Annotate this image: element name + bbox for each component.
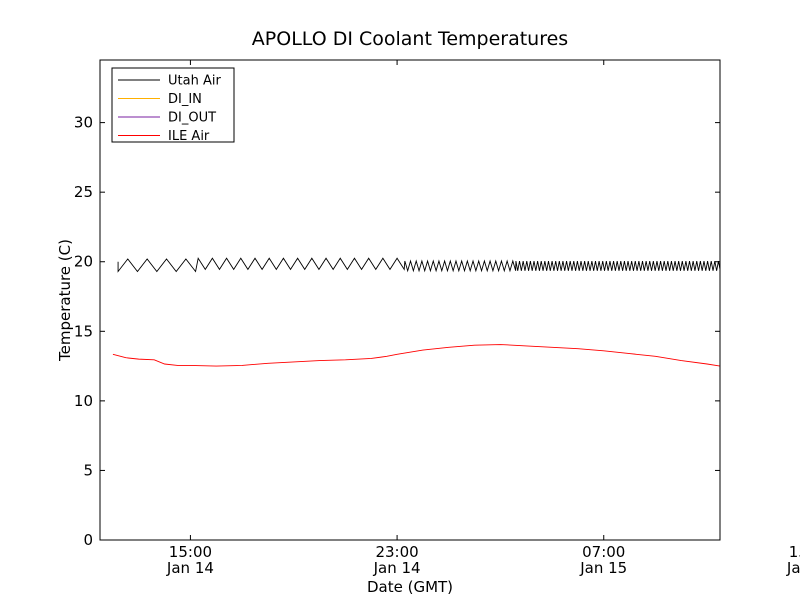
legend-label: DI_IN xyxy=(168,92,202,107)
y-tick-label: 5 xyxy=(83,461,93,479)
legend-label: DI_OUT xyxy=(168,111,216,126)
x-tick-date-label: Jan 14 xyxy=(166,559,214,577)
series-line-ile-air xyxy=(112,344,720,367)
y-tick-label: 30 xyxy=(74,114,93,132)
y-tick-label: 20 xyxy=(74,253,93,271)
plot-frame xyxy=(99,59,721,541)
x-tick-time-label: 15:00 xyxy=(169,543,212,561)
chart-title: APOLLO DI Coolant Temperatures xyxy=(252,28,568,50)
x-tick-date-label: Jan 15 xyxy=(786,559,800,577)
series-layer xyxy=(112,257,720,367)
legend-label: ILE Air xyxy=(168,129,210,144)
x-tick-time-label: 07:00 xyxy=(582,543,625,561)
y-axis-label: Temperature (C) xyxy=(56,239,74,362)
y-tick-label: 0 xyxy=(83,531,93,549)
x-tick-time-label: 23:00 xyxy=(375,543,418,561)
y-tick-label: 25 xyxy=(74,183,93,201)
y-tick-label: 15 xyxy=(74,322,93,340)
legend-label: Utah Air xyxy=(168,74,221,89)
series-line-utah-air xyxy=(117,257,720,273)
x-axis-label: Date (GMT) xyxy=(367,578,453,596)
legend: Utah Air DI_IN DI_OUT ILE Air xyxy=(111,67,235,144)
x-tick-time-label: 15:00 xyxy=(789,543,800,561)
x-tick-date-label: Jan 14 xyxy=(373,559,421,577)
y-tick-label: 10 xyxy=(74,392,93,410)
x-tick-date-label: Jan 15 xyxy=(579,559,627,577)
